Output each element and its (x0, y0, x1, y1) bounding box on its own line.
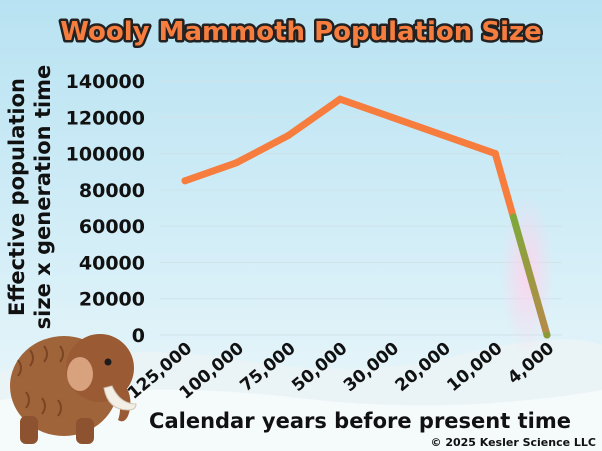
data-point (491, 150, 499, 158)
y-axis-title-line-1: Effective population (5, 78, 29, 316)
gridlines (160, 80, 562, 336)
mammoth-fur (17, 345, 64, 417)
data-point (543, 331, 551, 339)
series-segment-decline (491, 150, 517, 221)
snow-hills-front (0, 389, 602, 451)
mammoth-tusk (103, 385, 137, 411)
y-tick-label: 140000 (66, 71, 145, 93)
y-tick-labels: 0 20000 40000 60000 80000 100000 120000 140000 (66, 71, 145, 347)
data-series (181, 95, 551, 339)
y-tick-label: 60000 (79, 216, 145, 238)
y-axis-title: Effective population size x generation t… (5, 65, 55, 330)
data-point (233, 159, 241, 167)
chart-title: Wooly Mammoth Population Size (60, 17, 542, 47)
mammoth-leg-back (20, 416, 38, 444)
mammoth-illustration (10, 334, 137, 444)
y-tick-label: 100000 (66, 144, 145, 166)
copyright-footer: © 2025 Kesler Science LLC (430, 436, 596, 449)
mammoth-leg-front (76, 418, 94, 444)
x-axis-title: Calendar years before present time (149, 409, 571, 433)
mammoth-ear (67, 357, 93, 391)
data-point (181, 177, 189, 185)
series-segment-extinction (509, 213, 551, 339)
y-axis-title-line-2: size x generation time (31, 65, 55, 330)
y-tick-label: 80000 (79, 180, 145, 202)
mammoth-eye (104, 358, 112, 366)
data-point (440, 131, 448, 139)
y-tick-label: 40000 (79, 252, 145, 274)
data-point (284, 131, 292, 139)
data-point (388, 113, 396, 121)
data-point (336, 95, 344, 103)
y-tick-label: 20000 (79, 289, 145, 311)
y-tick-label: 0 (132, 325, 145, 347)
y-tick-label: 120000 (66, 107, 145, 129)
